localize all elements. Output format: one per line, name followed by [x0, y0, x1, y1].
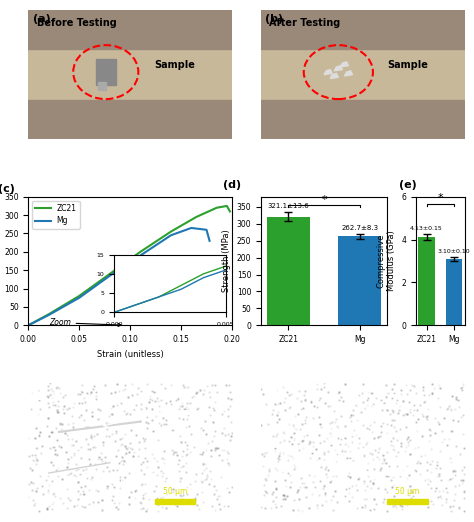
Mg — [107, 272, 113, 279]
Text: *: * — [321, 195, 327, 205]
Text: (g): (g) — [265, 387, 283, 397]
Text: (b): (b) — [265, 14, 283, 25]
Mg — [204, 227, 210, 233]
Bar — [267, 217, 310, 325]
Polygon shape — [345, 71, 353, 76]
Text: Before Testing: Before Testing — [36, 18, 116, 28]
ZC21 — [46, 311, 52, 317]
Polygon shape — [334, 66, 342, 71]
Bar — [98, 82, 106, 90]
Line: Mg: Mg — [28, 228, 210, 325]
Bar — [28, 49, 232, 100]
ZC21 — [193, 214, 199, 220]
Mg — [46, 312, 52, 318]
Mg — [188, 225, 194, 231]
Text: 321.1±13.6: 321.1±13.6 — [267, 204, 309, 209]
ZC21 — [227, 208, 233, 215]
Mg — [168, 232, 174, 239]
Bar — [28, 10, 232, 49]
Mg — [76, 294, 82, 301]
Text: (a): (a) — [33, 14, 50, 25]
Mg — [26, 322, 31, 328]
ZC21 — [107, 271, 113, 277]
Polygon shape — [324, 69, 332, 75]
Bar — [446, 259, 462, 325]
Text: (f): (f) — [33, 387, 48, 397]
Text: Deformation: Deformation — [104, 408, 190, 426]
ZC21 — [137, 248, 143, 255]
Line: ZC21: ZC21 — [28, 206, 230, 325]
Text: Deformation: Deformation — [326, 402, 412, 431]
Polygon shape — [330, 74, 338, 78]
Text: 4.13±0.15: 4.13±0.15 — [410, 226, 443, 231]
Text: ZC21: ZC21 — [35, 392, 63, 402]
Bar — [261, 100, 465, 139]
ZC21 — [214, 205, 219, 211]
Text: Mg: Mg — [267, 392, 284, 402]
Text: Sample: Sample — [387, 60, 428, 70]
Legend: ZC21, Mg: ZC21, Mg — [32, 200, 80, 229]
Mg — [137, 252, 143, 258]
Bar — [261, 49, 465, 100]
Text: Micro crack: Micro crack — [346, 461, 407, 478]
Mg — [207, 238, 212, 244]
Text: (c): (c) — [0, 184, 15, 194]
ZC21 — [26, 322, 31, 328]
ZC21 — [224, 203, 230, 209]
Bar — [28, 100, 232, 139]
Text: 3.10±0.10: 3.10±0.10 — [438, 249, 470, 254]
Y-axis label: Compressive
Modulus (GPa): Compressive Modulus (GPa) — [376, 231, 396, 291]
Y-axis label: Strength (MPa): Strength (MPa) — [222, 230, 231, 292]
Bar — [155, 500, 195, 504]
Text: *: * — [438, 193, 443, 203]
Bar — [261, 10, 465, 49]
Text: Micro crack: Micro crack — [77, 470, 155, 485]
Text: 50 μm: 50 μm — [395, 487, 419, 496]
Text: 50 μm: 50 μm — [163, 487, 187, 496]
Text: (d): (d) — [223, 180, 241, 191]
ZC21 — [168, 229, 174, 235]
Text: Sample: Sample — [155, 60, 195, 70]
ZC21 — [76, 293, 82, 299]
Text: After Testing: After Testing — [269, 18, 340, 28]
Bar — [387, 500, 428, 504]
Bar — [338, 236, 381, 325]
Bar — [96, 60, 116, 85]
Text: (e): (e) — [399, 180, 417, 191]
Polygon shape — [340, 62, 348, 67]
Bar — [418, 237, 435, 325]
Text: 262.7±8.3: 262.7±8.3 — [341, 225, 378, 231]
Text: Zoom: Zoom — [49, 318, 121, 327]
X-axis label: Strain (unitless): Strain (unitless) — [97, 350, 164, 359]
